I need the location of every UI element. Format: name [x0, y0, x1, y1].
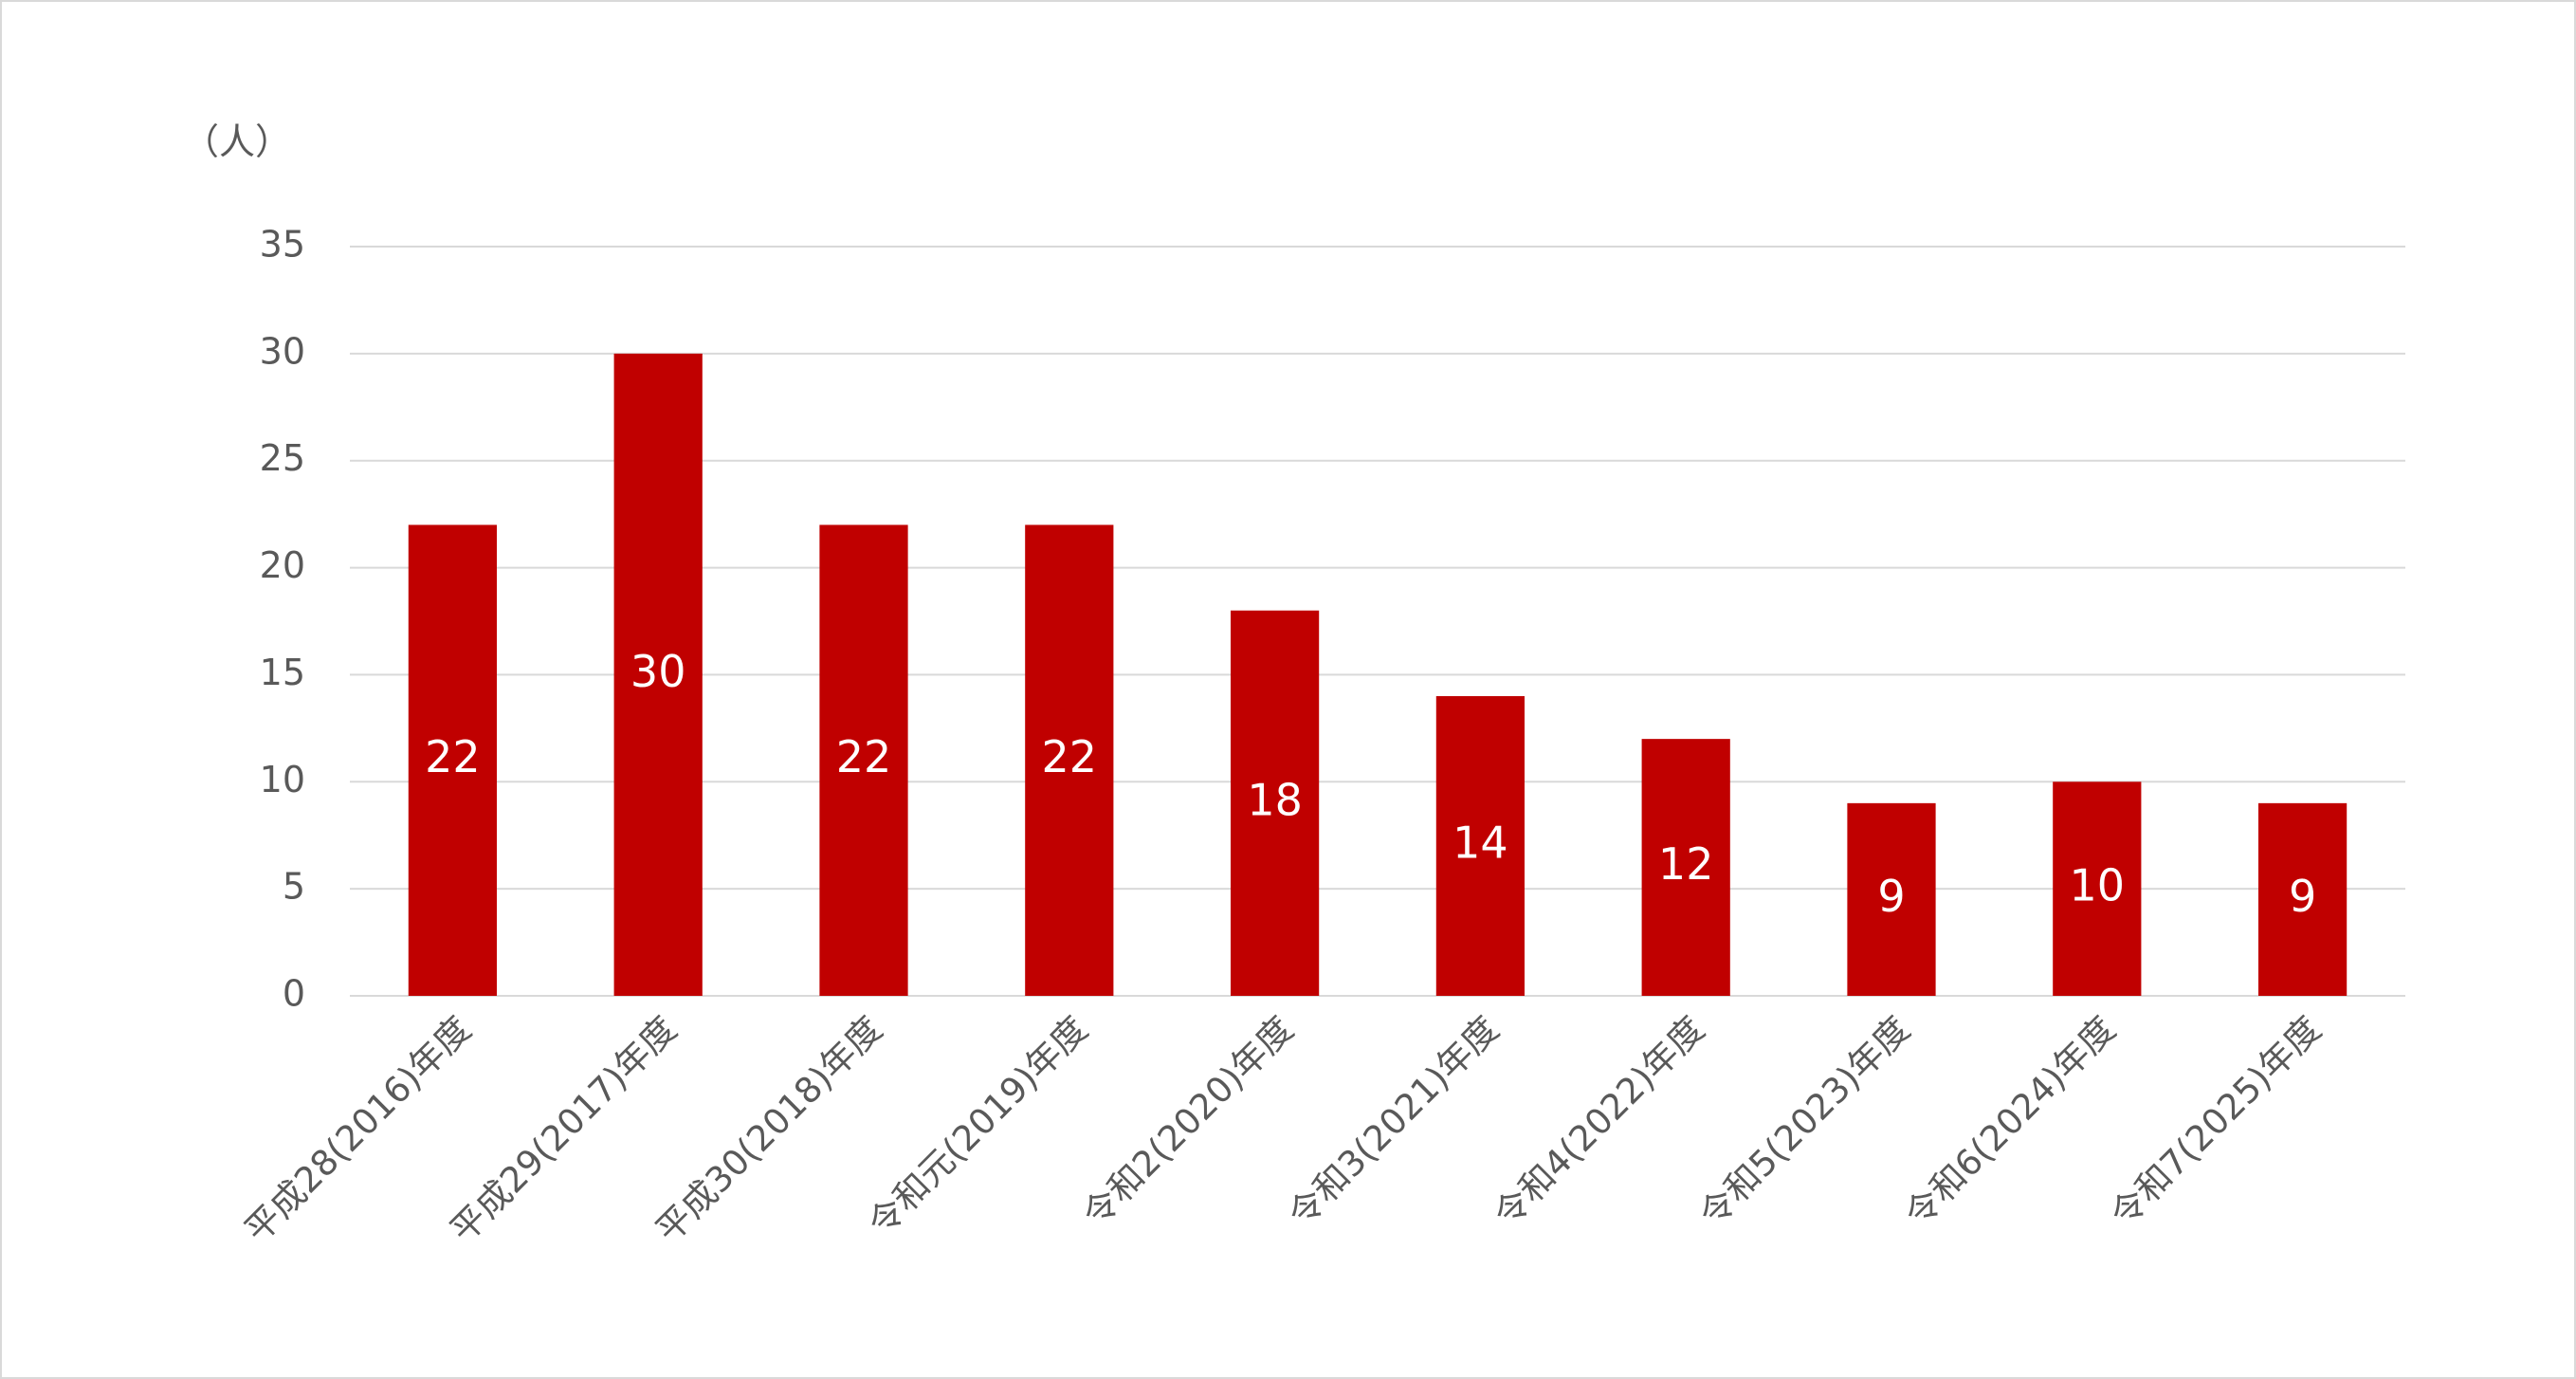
data-label: 9: [2289, 871, 2316, 922]
y-axis-label: （人）: [183, 121, 291, 163]
bar: [408, 524, 498, 996]
bar: [1847, 802, 1936, 996]
y-tick-label: 35: [260, 224, 305, 266]
bar: [1435, 696, 1526, 996]
data-label: 12: [1658, 838, 1714, 890]
data-label: 22: [836, 731, 892, 782]
y-tick-label: 15: [260, 652, 305, 693]
data-label: 22: [1042, 731, 1098, 782]
data-label: 18: [1247, 774, 1303, 825]
y-tick-label: 0: [283, 973, 305, 1015]
data-label: 9: [1877, 871, 1905, 922]
bar: [1025, 524, 1114, 996]
y-tick-label: 10: [260, 759, 305, 800]
data-label: 10: [2070, 860, 2126, 911]
data-label: 14: [1452, 818, 1508, 869]
bar: [1230, 610, 1320, 996]
y-tick-label: 25: [260, 437, 305, 479]
bar: [819, 524, 908, 996]
data-label: 30: [630, 646, 686, 697]
data-label: 22: [425, 731, 481, 782]
bar: [2053, 781, 2142, 996]
bar: [1641, 739, 1730, 996]
y-tick-label: 30: [260, 330, 305, 372]
y-tick-label: 5: [283, 866, 305, 908]
bar: [613, 353, 703, 996]
y-tick-label: 20: [260, 544, 305, 586]
bar: [2257, 802, 2348, 996]
